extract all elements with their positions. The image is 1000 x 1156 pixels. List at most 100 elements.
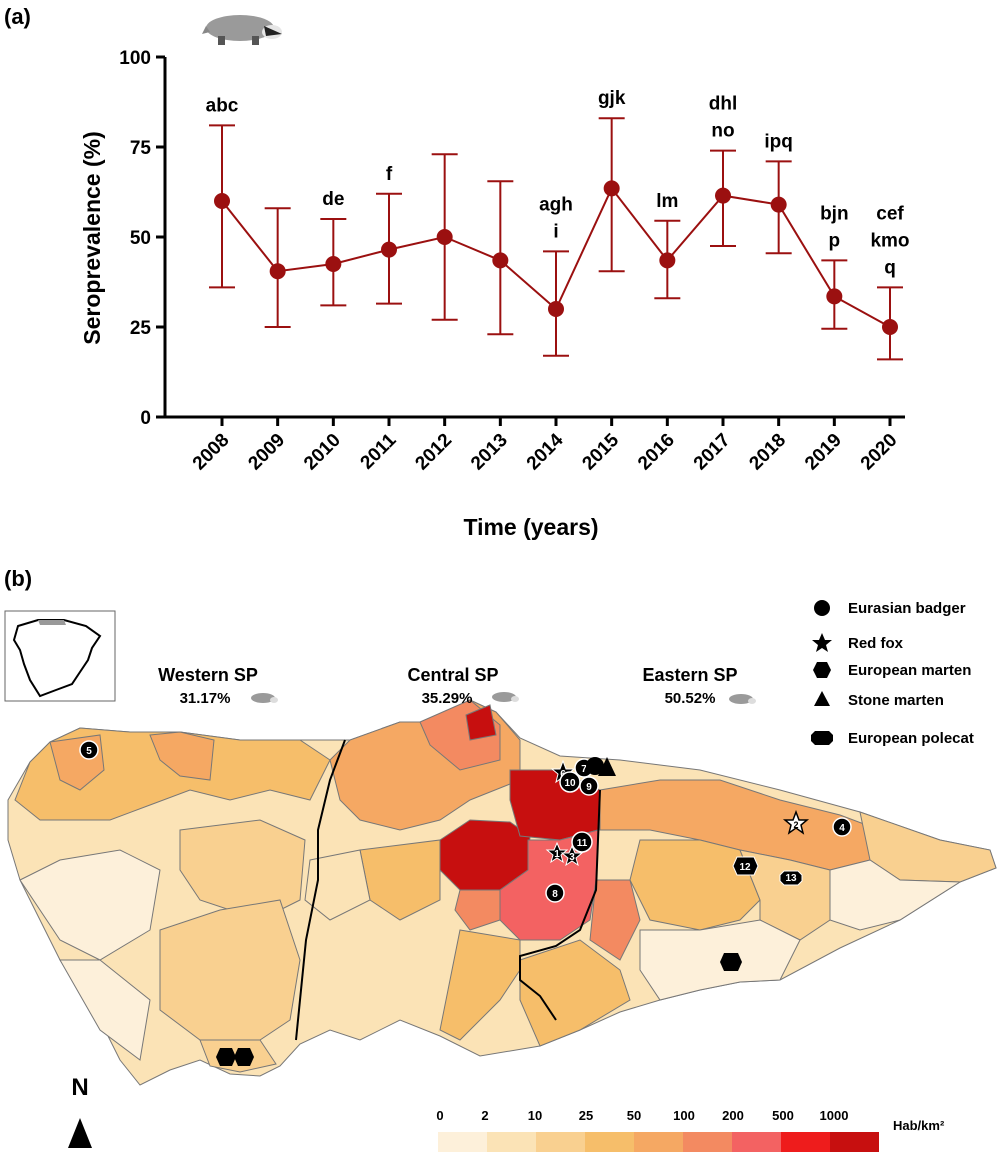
region-western-value: 31.17% (180, 690, 231, 707)
badger-icon (202, 15, 282, 45)
scale-break-label: 100 (673, 1108, 695, 1123)
site-2-label: 2 (793, 820, 798, 830)
badger-icon (251, 693, 278, 703)
significance-label: no (711, 121, 734, 142)
region-central-name: Central SP (407, 665, 498, 685)
site-1-label: 1 (554, 849, 560, 860)
north-arrow: N (68, 1074, 92, 1148)
site-8: 8 (545, 883, 565, 903)
north-label: N (71, 1074, 88, 1101)
x-tick-label: 2020 (857, 430, 902, 475)
region-labels: Western SP 31.17% Central SP 35.29% East… (158, 665, 756, 707)
site-8-label: 8 (552, 889, 558, 900)
site-11-label: 11 (577, 838, 588, 849)
significance-label: agh (539, 194, 573, 215)
x-tick-label: 2012 (411, 430, 456, 475)
x-tick-label: 2009 (244, 430, 289, 475)
x-tick-label: 2013 (467, 430, 512, 475)
data-point (269, 263, 286, 280)
x-tick-label: 2008 (189, 430, 234, 475)
panel-label-b: (b) (4, 566, 33, 591)
scale-break-label: 25 (579, 1108, 593, 1123)
site-13-label: 13 (785, 873, 797, 884)
significance-label: dhl (709, 94, 738, 115)
significance-label: bjn (820, 203, 849, 224)
site-10: 10 (559, 771, 581, 793)
data-point (436, 229, 453, 245)
legend-triangle-icon (814, 691, 830, 706)
y-tick-label: 0 (140, 408, 151, 429)
site-11: 11 (571, 831, 593, 853)
badger-icon (492, 692, 519, 702)
panel-label-a: (a) (4, 4, 31, 29)
significance-label: i (553, 221, 558, 242)
data-point (548, 301, 564, 317)
species-legend: Eurasian badger Red fox European marten … (811, 600, 974, 747)
north-arrow-icon (68, 1118, 92, 1148)
site-9: 9 (579, 776, 599, 796)
significance-label: kmo (870, 230, 909, 251)
scale-break-label: 2 (481, 1108, 488, 1123)
site-4: 4 (832, 817, 852, 837)
scale-swatch (487, 1132, 536, 1152)
x-tick-label: 2014 (523, 429, 568, 474)
significance-label: gjk (598, 88, 626, 109)
significance-label: lm (656, 191, 678, 212)
scale-break-label: 1000 (820, 1108, 849, 1123)
data-point (214, 193, 230, 209)
scale-swatch (683, 1132, 732, 1152)
site-2: 2 (782, 809, 810, 835)
legend-circle-icon (814, 600, 830, 616)
data-point (659, 252, 676, 269)
region-eastern-value: 50.52% (665, 690, 716, 707)
data-point (492, 252, 509, 269)
badger-icon (729, 694, 756, 704)
scale-swatch (438, 1132, 487, 1152)
x-tick-label: 2010 (300, 430, 345, 475)
x-tick-label: 2016 (634, 430, 679, 475)
legend-label-marten: European marten (848, 662, 971, 679)
european-marten-marker (234, 1048, 254, 1066)
site-5-label: 5 (86, 746, 92, 757)
scale-swatch (585, 1132, 634, 1152)
site-3: 3 (560, 844, 584, 867)
scale-break-label: 10 (528, 1108, 542, 1123)
legend-star-icon (812, 633, 832, 652)
legend-label-fox: Red fox (848, 635, 904, 652)
scale-swatch (732, 1132, 781, 1152)
scale-swatch (536, 1132, 585, 1152)
x-tick-label: 2017 (690, 430, 735, 475)
site-6-label: 6 (560, 769, 566, 780)
significance-label: de (322, 189, 344, 210)
scale-swatch (781, 1132, 830, 1152)
scale-break-label: 500 (772, 1108, 794, 1123)
x-tick-label: 2019 (801, 430, 846, 475)
scale-break-label: 50 (627, 1108, 641, 1123)
legend-hexagon-icon (813, 662, 831, 678)
data-point (882, 319, 898, 335)
european-marten-marker (720, 953, 742, 971)
x-tick-label: 2018 (745, 430, 790, 475)
significance-label: q (884, 257, 896, 278)
asturias-map (7, 699, 997, 1086)
site-4-label: 4 (839, 823, 845, 834)
x-tick-label: 2015 (578, 429, 623, 474)
y-tick-label: 25 (130, 318, 152, 339)
data-point (325, 256, 342, 272)
significance-label: f (386, 164, 393, 185)
region-central-value: 35.29% (422, 690, 473, 707)
data-point (770, 196, 787, 213)
data-point (826, 288, 843, 305)
y-tick-label: 100 (119, 48, 151, 69)
scale-break-label: 0 (436, 1108, 443, 1123)
data-point (715, 187, 731, 204)
site-13: 13 (779, 870, 803, 886)
region-eastern-name: Eastern SP (642, 665, 737, 685)
stone-marten-marker (598, 757, 616, 776)
significance-label: p (829, 230, 841, 251)
y-tick-label: 50 (130, 228, 151, 249)
site-12-label: 12 (739, 862, 751, 873)
y-tick-label: 75 (130, 138, 152, 159)
chart-plot: abc de f agh i gjk lm dhl no ipq bjn p cef kmo q (206, 88, 910, 361)
